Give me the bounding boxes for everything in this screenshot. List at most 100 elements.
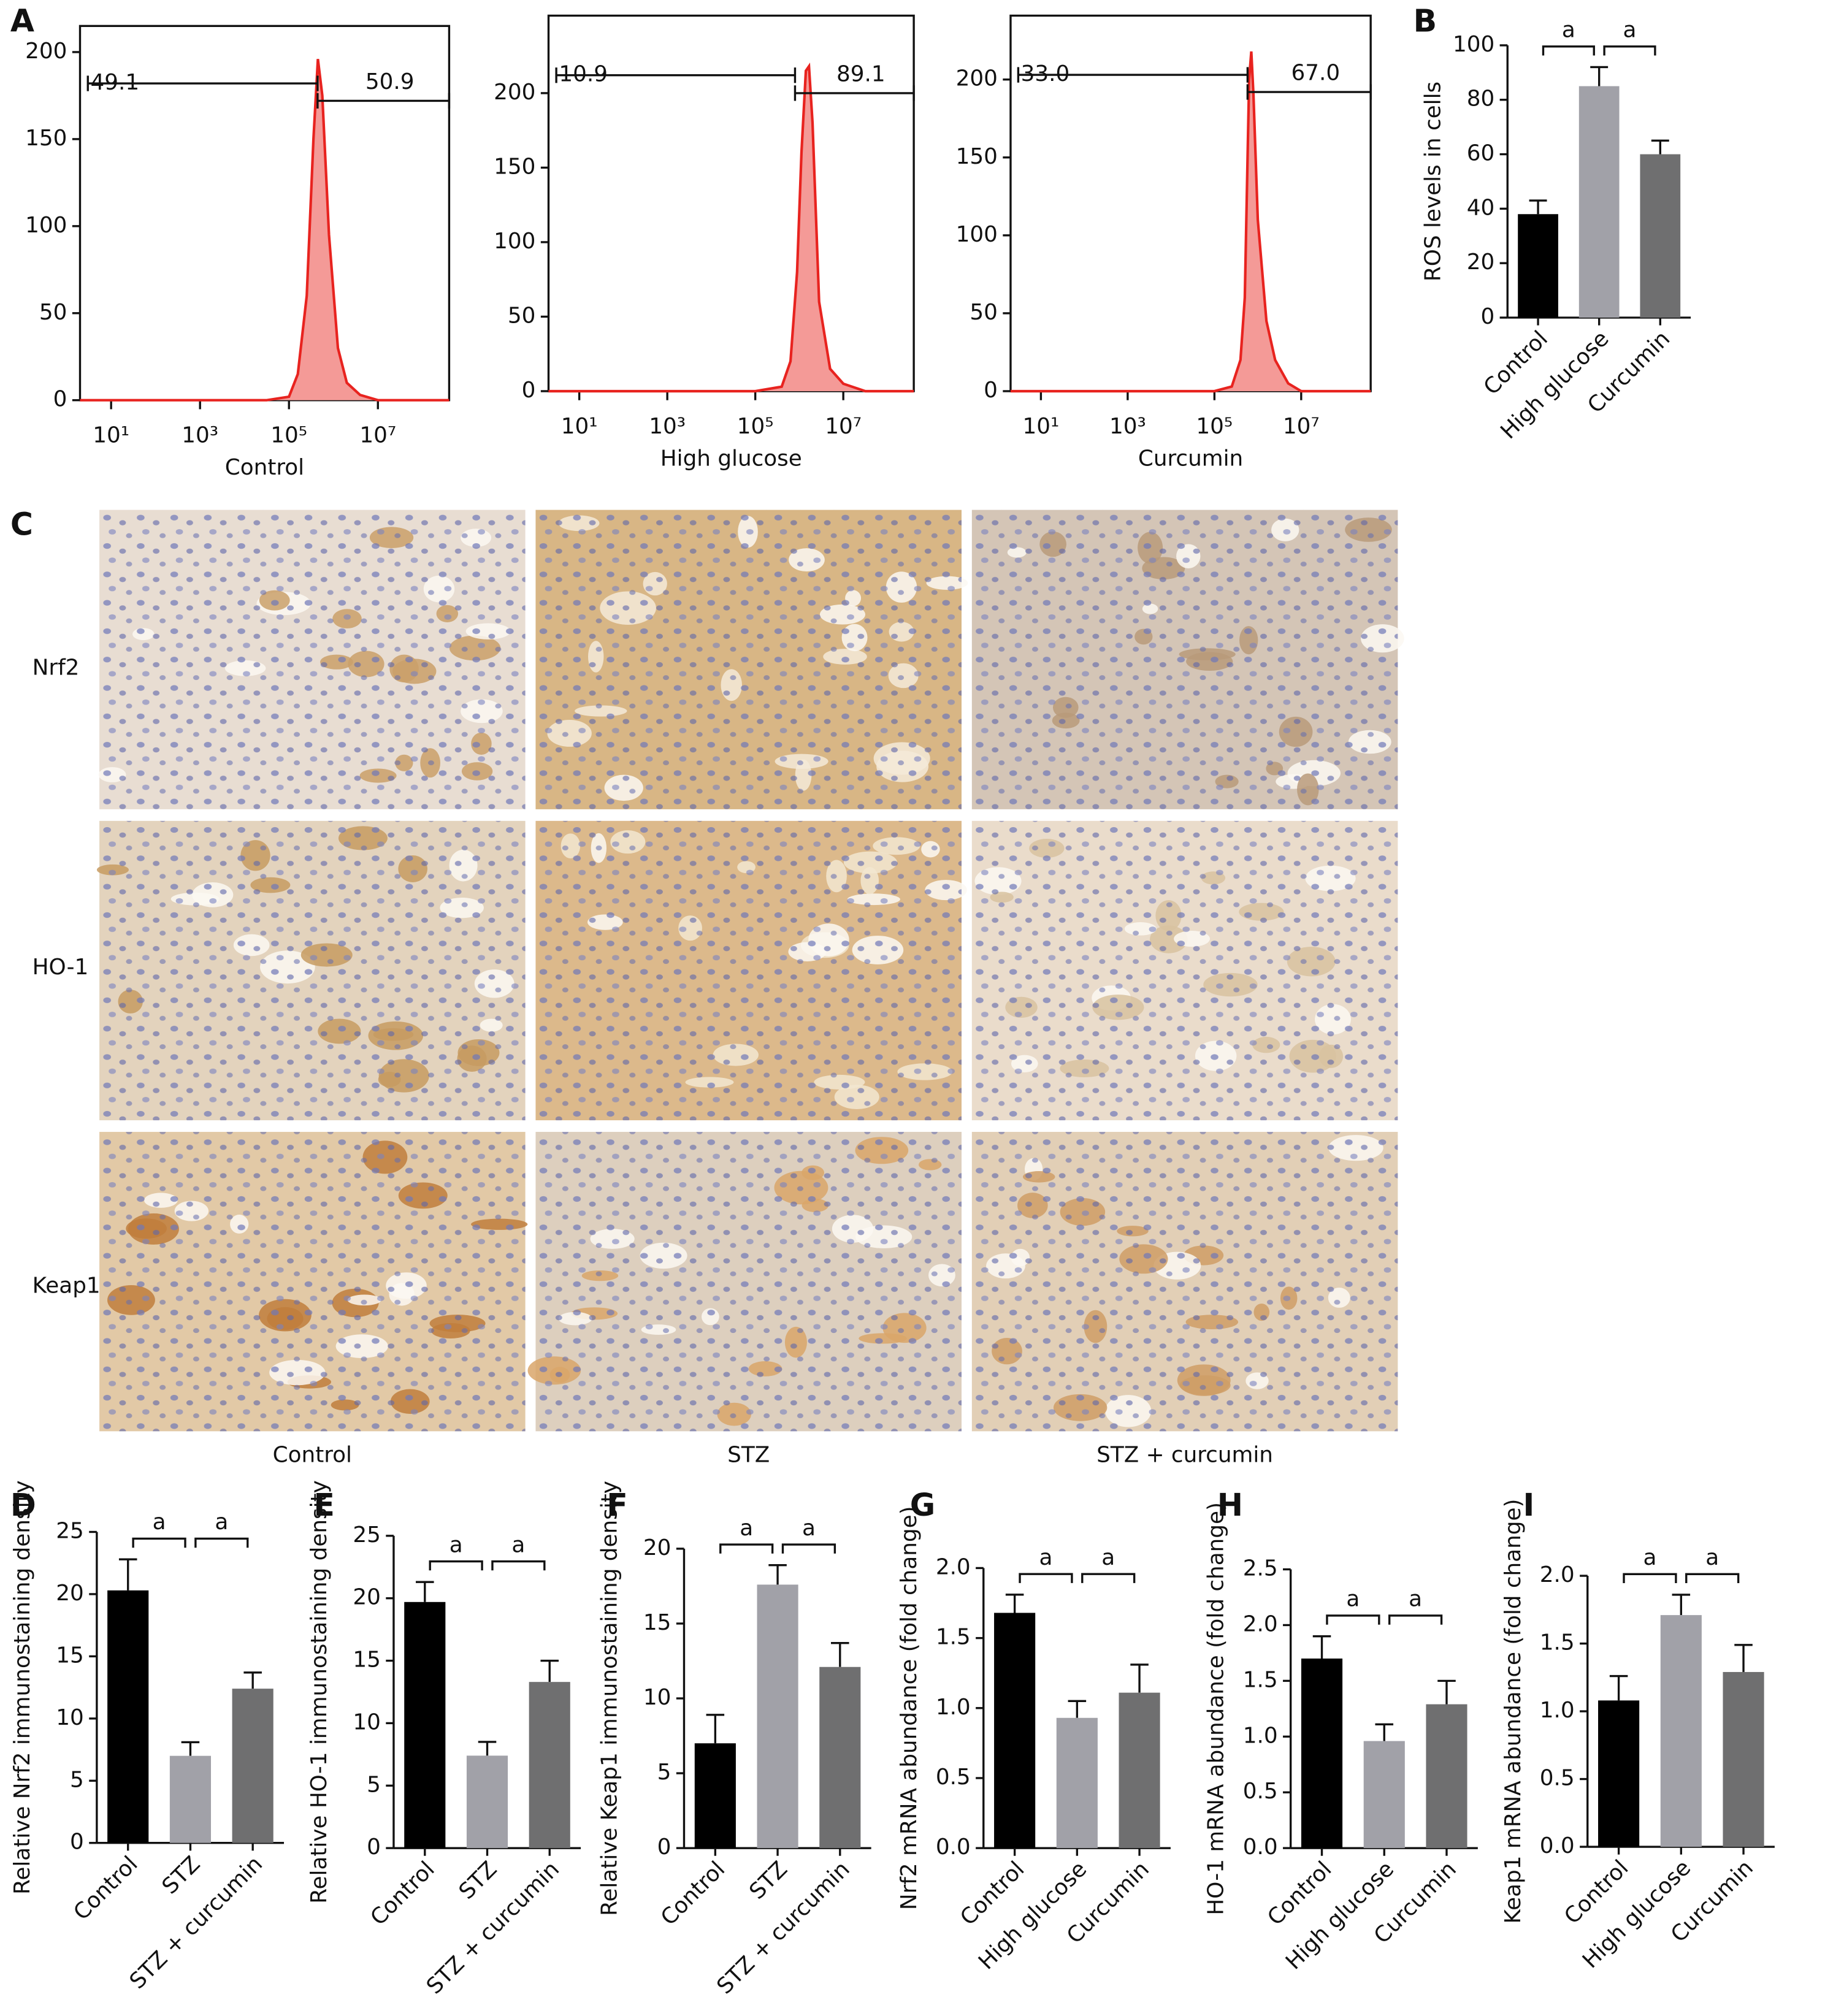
row-label: Nrf2 (33, 655, 80, 680)
significance-label: a (802, 1516, 816, 1541)
significance-label: a (511, 1532, 525, 1557)
y-tick-label: 1.0 (1243, 1723, 1278, 1748)
y-tick-label: 20 (1467, 250, 1495, 275)
bar (404, 1602, 446, 1849)
gate-label: 50.9 (365, 69, 415, 94)
y-tick-label: 100 (494, 229, 535, 254)
y-tick-label: 200 (494, 80, 535, 105)
y-axis-label: Keap1 mRNA abundance (fold change) (1501, 1499, 1526, 1924)
x-tick-label: 10⁷ (359, 423, 396, 448)
column-label: STZ + curcumin (1096, 1442, 1273, 1467)
y-tick-label: 100 (25, 213, 67, 238)
y-tick-label: 15 (353, 1648, 381, 1673)
tissue-image (98, 510, 526, 809)
x-tick-label: 10⁷ (1283, 414, 1320, 439)
significance-label: a (1346, 1587, 1360, 1612)
panel-letter: G (910, 1487, 935, 1523)
y-tick-label: 20 (353, 1585, 381, 1610)
column-label: Control (273, 1442, 352, 1467)
y-tick-label: 0.5 (1243, 1779, 1278, 1804)
tissue-image (971, 1132, 1398, 1432)
y-tick-label: 2.0 (1243, 1611, 1278, 1636)
y-tick-label: 60 (1467, 141, 1495, 166)
tissue-image (971, 820, 1398, 1121)
tissue-nuclei (535, 820, 962, 1121)
significance-bracket (132, 1537, 186, 1548)
y-tick-label: 0 (522, 378, 536, 403)
panel-letter: H (1217, 1487, 1243, 1523)
y-tick-label: 5 (70, 1767, 84, 1792)
y-tick-label: 5 (657, 1760, 671, 1785)
y-tick-label: 1.5 (1243, 1667, 1278, 1692)
y-tick-label: 50 (39, 300, 67, 325)
bar (994, 1613, 1036, 1849)
x-tick-label: 10⁵ (1196, 414, 1233, 439)
bar (694, 1743, 736, 1849)
bar (466, 1755, 508, 1849)
gate-label: 89.1 (836, 61, 886, 86)
y-tick-label: 0 (984, 378, 998, 403)
tissue-image (971, 510, 1404, 809)
x-tick-label: 10¹ (561, 414, 598, 439)
panel-letter: I (1523, 1487, 1535, 1523)
tissue-image (535, 820, 967, 1121)
y-tick-label: 10 (643, 1685, 671, 1710)
significance-bracket (1623, 1573, 1677, 1584)
y-tick-label: 0 (53, 387, 67, 412)
tissue-image (535, 510, 968, 809)
significance-label: a (1623, 18, 1637, 43)
column-label: STZ (727, 1442, 770, 1467)
significance-bracket (1326, 1614, 1380, 1625)
y-tick-label: 0.5 (936, 1765, 971, 1790)
y-tick-label: 1.0 (1540, 1698, 1575, 1723)
y-tick-label: 200 (25, 39, 67, 64)
bar (1056, 1717, 1098, 1849)
tissue-nuclei (535, 1132, 962, 1432)
bar (232, 1689, 274, 1843)
y-tick-label: 15 (56, 1643, 84, 1668)
x-tick-label: 10⁷ (825, 414, 862, 439)
bar (1426, 1704, 1467, 1849)
y-tick-label: 0.0 (936, 1835, 971, 1860)
y-tick-label: 100 (956, 222, 998, 247)
gate-label: 10.9 (559, 62, 608, 87)
y-tick-label: 50 (508, 303, 536, 328)
tissue-nuclei (971, 820, 1398, 1121)
bar (169, 1755, 212, 1843)
y-tick-label: 0 (367, 1835, 381, 1860)
bar (1660, 1615, 1702, 1847)
tissue-nuclei (971, 510, 1398, 809)
significance-bracket (1019, 1573, 1073, 1583)
y-tick-label: 0 (1480, 304, 1494, 329)
y-tick-label: 80 (1467, 86, 1495, 112)
significance-bracket (1542, 45, 1595, 56)
x-tick-label: 10¹ (1022, 414, 1059, 439)
x-tick-label: 10³ (649, 414, 686, 439)
y-tick-label: 150 (956, 144, 998, 169)
y-tick-label: 2.0 (1540, 1562, 1575, 1587)
y-axis-label: Relative Nrf2 immunostaining density (10, 1480, 35, 1895)
y-tick-label: 10 (56, 1705, 84, 1730)
tissue-image (527, 1132, 962, 1432)
significance-label: a (1039, 1545, 1053, 1570)
significance-bracket (1081, 1573, 1136, 1583)
panel-letter: A (10, 3, 34, 39)
y-axis-label: Relative Keap1 immunostaining density (597, 1481, 622, 1916)
y-tick-label: 1.5 (936, 1625, 971, 1650)
tissue-nuclei (99, 820, 526, 1121)
y-tick-label: 10 (353, 1709, 381, 1735)
gate-label: 67.0 (1291, 61, 1340, 86)
y-axis-label: Relative HO-1 immunostaining density (307, 1480, 332, 1904)
panel-c: Nrf2 HO-1 Keap1 Control STZ STZ + curcum… (33, 510, 1404, 1467)
tissue-nuclei (535, 510, 962, 809)
significance-bracket (719, 1543, 774, 1554)
significance-label: a (153, 1510, 166, 1535)
panel-letter: F (606, 1487, 628, 1523)
tissue-nuclei (99, 510, 526, 809)
panel-letter: C (10, 506, 33, 542)
bar (107, 1590, 149, 1843)
y-tick-label: 0.0 (1540, 1833, 1575, 1858)
tissue-image (96, 820, 526, 1121)
panel-letter: E (313, 1487, 334, 1523)
y-tick-label: 2.5 (1243, 1556, 1278, 1581)
